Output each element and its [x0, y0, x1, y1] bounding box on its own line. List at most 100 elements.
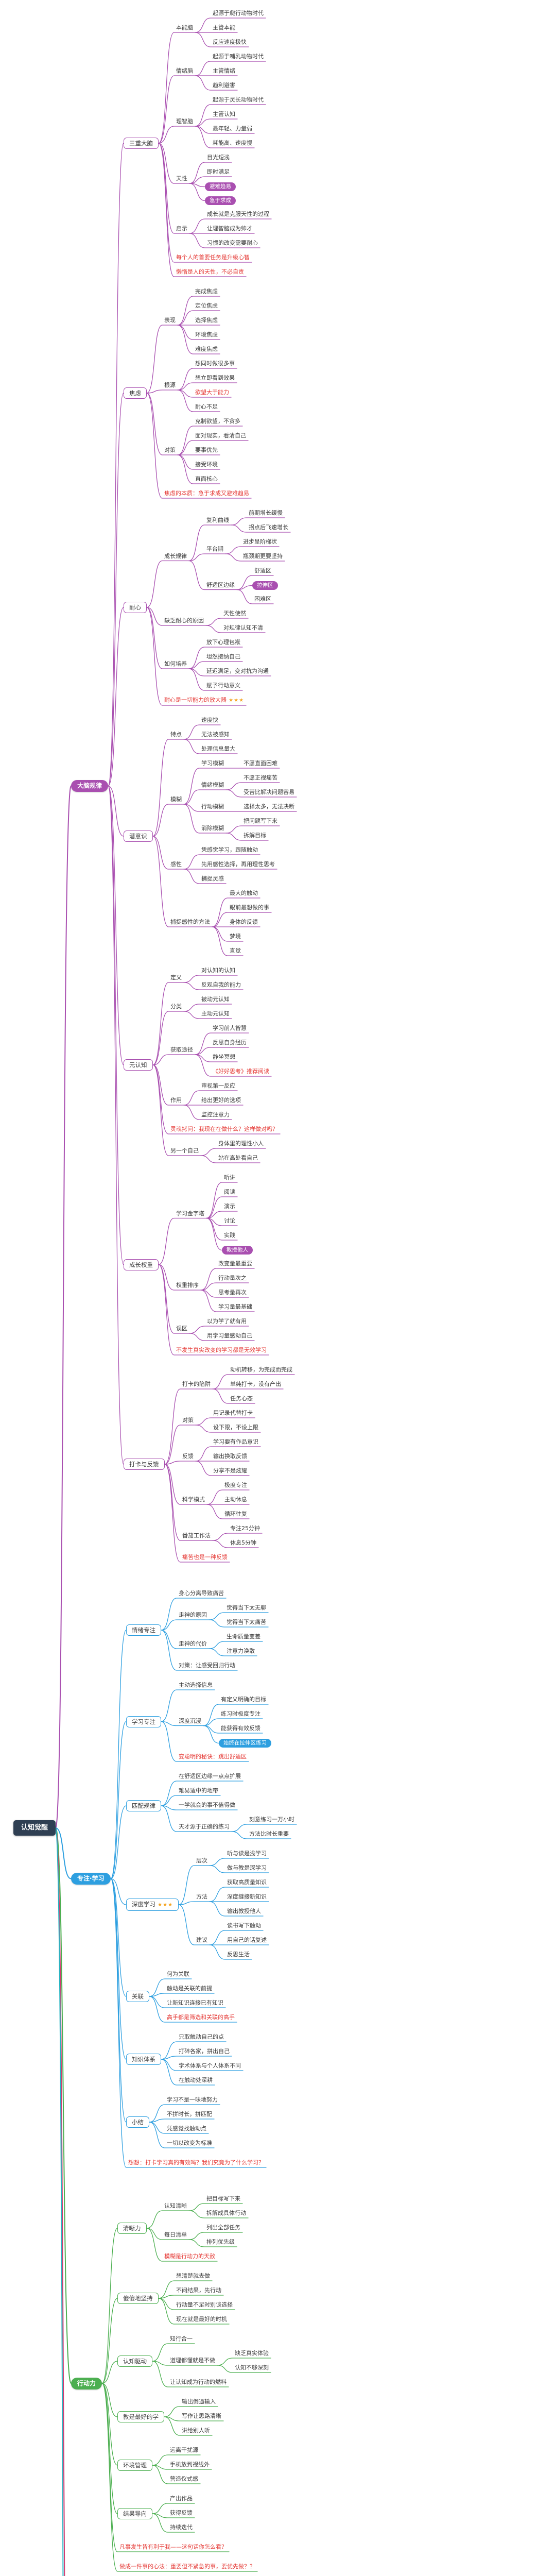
- topic-node[interactable]: 情绪脑: [174, 67, 195, 76]
- topic-node[interactable]: 手机放到视线外: [168, 2461, 212, 2470]
- note-node[interactable]: 懒惰是人的天性，不必自责: [174, 268, 246, 277]
- topic-node[interactable]: 刻意练习一万小时: [247, 1816, 297, 1825]
- topic-node[interactable]: 深度学习 ★★★: [126, 1899, 179, 1911]
- root-node[interactable]: 认知觉醒: [13, 1820, 56, 1836]
- topic-node[interactable]: 现在就是最好的时机: [174, 2315, 229, 2325]
- topic-node[interactable]: 注意力涣散: [224, 1647, 257, 1656]
- topic-node[interactable]: 捕捉灵感: [199, 875, 226, 884]
- topic-node[interactable]: 极度专注: [222, 1481, 249, 1490]
- topic-node[interactable]: 傻傻地坚持: [117, 2293, 159, 2304]
- topic-node[interactable]: 受苦比解决问题容易: [241, 788, 297, 798]
- topic-node[interactable]: 主动休息: [222, 1496, 249, 1505]
- topic-node[interactable]: 输出换取反馈: [211, 1452, 249, 1462]
- topic-node[interactable]: 身心分离导致痛苦: [177, 1589, 226, 1599]
- topic-node[interactable]: 单纯打卡，没有产出: [228, 1380, 283, 1389]
- topic-node[interactable]: 拆解目标: [241, 832, 268, 841]
- topic-node[interactable]: 主动元认知: [199, 1010, 232, 1019]
- topic-node[interactable]: 远离干扰源: [168, 2446, 200, 2455]
- topic-node[interactable]: 困难区: [252, 595, 273, 604]
- topic-node[interactable]: 处理信息量大: [199, 745, 237, 754]
- topic-node[interactable]: 走神的代价: [177, 1640, 209, 1649]
- topic-node[interactable]: 凭感觉学习，跟随触动: [199, 846, 260, 855]
- topic-node[interactable]: 让理智脑成为帅才: [205, 225, 254, 234]
- topic-node[interactable]: 缺乏真实体验: [233, 2349, 271, 2359]
- topic-node[interactable]: 认知清晰: [162, 2202, 189, 2211]
- note-node[interactable]: 灵魂拷问：我现在在做什么？这样做对吗？: [168, 1125, 280, 1134]
- topic-node[interactable]: 产出作品: [168, 2495, 195, 2504]
- topic-node[interactable]: 输出教授他人: [225, 1907, 263, 1917]
- topic-node[interactable]: 匹配规律: [126, 1800, 161, 1812]
- topic-node[interactable]: 教是最好的学: [117, 2411, 164, 2423]
- topic-node[interactable]: 道理都懂就是不做: [168, 2357, 217, 2366]
- topic-node[interactable]: 反应速度极快: [211, 38, 249, 47]
- topic-node[interactable]: 对策：让感受回归行动: [177, 1662, 237, 1671]
- topic-node[interactable]: 学术体系与个人体系不同: [177, 2062, 243, 2071]
- topic-node[interactable]: 不愿直面困难: [241, 759, 280, 769]
- topic-node[interactable]: 成长就是克服天性的过程: [205, 210, 271, 219]
- topic-node[interactable]: 对策: [180, 1416, 196, 1426]
- topic-node[interactable]: 只取触动自己的点: [177, 2033, 226, 2042]
- topic-node[interactable]: 打卡的陷阱: [180, 1380, 213, 1389]
- topic-node[interactable]: 写作让思路清晰: [180, 2412, 223, 2421]
- topic-node[interactable]: 直面核心: [193, 475, 220, 484]
- topic-node[interactable]: 获得反馈: [168, 2509, 195, 2518]
- topic-node[interactable]: 即时满足: [205, 168, 232, 177]
- topic-node[interactable]: 一学就会的事不值得做: [177, 1801, 237, 1810]
- topic-node[interactable]: 作用: [168, 1096, 184, 1106]
- note-node[interactable]: 焦虑的本质：急于求成又避难趋易: [162, 489, 251, 499]
- topic-node[interactable]: 瓶颈期更要坚持: [241, 552, 285, 562]
- topic-node[interactable]: 耐心: [124, 602, 147, 614]
- topic-node[interactable]: 起源于灵长动物时代: [211, 96, 266, 105]
- topic-node[interactable]: 复利曲线: [204, 516, 231, 526]
- topic-node[interactable]: 选择焦虑: [193, 316, 220, 326]
- topic-node[interactable]: 有定义明确的目标: [219, 1696, 268, 1705]
- topic-node[interactable]: 行动量次之: [216, 1274, 249, 1283]
- topic-node[interactable]: 对策: [162, 446, 178, 455]
- topic-node[interactable]: 给出更好的选项: [199, 1096, 243, 1106]
- topic-node[interactable]: 静坐冥想: [211, 1053, 237, 1062]
- topic-node[interactable]: 舒适区边缘: [204, 581, 237, 590]
- topic-node[interactable]: 习惯的改变需要耐心: [205, 239, 260, 248]
- note-node[interactable]: 模糊是行动力的天敌: [162, 2252, 217, 2262]
- topic-node[interactable]: 阅读: [222, 1188, 237, 1197]
- topic-node[interactable]: 不愿正视痛苦: [241, 774, 280, 783]
- topic-node[interactable]: 目光短浅: [205, 154, 232, 163]
- topic-node[interactable]: 耗能高、速度慢: [211, 139, 254, 148]
- note-node[interactable]: 每个人的首要任务是升级心智: [174, 253, 252, 263]
- note-node[interactable]: 痛苦也是一种反馈: [180, 1553, 230, 1563]
- topic-node[interactable]: 潜意识: [124, 831, 153, 842]
- topic-node[interactable]: 情绪模糊: [199, 781, 226, 790]
- topic-node[interactable]: 学习专注: [126, 1716, 161, 1727]
- branch-node[interactable]: 专注·学习: [71, 1873, 111, 1885]
- topic-node[interactable]: 直觉: [228, 947, 243, 956]
- topic-node[interactable]: 站在高处看自己: [216, 1154, 260, 1163]
- topic-node[interactable]: 成长权重: [124, 1259, 159, 1270]
- topic-node[interactable]: 趋利避害: [211, 81, 237, 91]
- topic-node[interactable]: 监控注意力: [199, 1111, 232, 1120]
- topic-node[interactable]: 休息5分钟: [228, 1539, 258, 1548]
- topic-node[interactable]: 特点: [168, 731, 184, 740]
- topic-node[interactable]: 以为学了就有用: [205, 1317, 249, 1327]
- note-node[interactable]: 想想：打卡学习真的有效吗？我们究竟为了什么学习？: [126, 2159, 266, 2168]
- topic-node[interactable]: 天才源于正确的练习: [177, 1823, 232, 1832]
- topic-node[interactable]: 分享不是炫耀: [211, 1467, 249, 1476]
- topic-node[interactable]: 赋予行动意义: [204, 682, 242, 691]
- topic-node[interactable]: 生命质量变差: [224, 1633, 263, 1642]
- topic-node[interactable]: 每日清单: [162, 2231, 189, 2240]
- topic-node[interactable]: 小结: [126, 2116, 149, 2128]
- topic-node[interactable]: 三重大脑: [124, 138, 159, 149]
- topic-node[interactable]: 学习要有作品意识: [211, 1438, 260, 1447]
- note-node[interactable]: 做成一件事的心法：重要但不紧急的事，要优先做？？: [117, 2563, 257, 2572]
- topic-node[interactable]: 行动量不足时别谈选择: [174, 2301, 235, 2310]
- badge-node[interactable]: 教授他人: [222, 1246, 253, 1255]
- topic-node[interactable]: 梦境: [228, 933, 243, 942]
- topic-node[interactable]: 深度沉浸: [177, 1717, 203, 1726]
- topic-node[interactable]: 模糊: [168, 795, 184, 805]
- topic-node[interactable]: 天性: [174, 175, 189, 184]
- topic-node[interactable]: 清晰力: [117, 2223, 147, 2234]
- book-reference-node[interactable]: 《好好思考》推荐阅读: [211, 1067, 271, 1077]
- topic-node[interactable]: 眼前最想做的事: [228, 904, 271, 913]
- topic-node[interactable]: 反馈: [180, 1452, 196, 1462]
- topic-node[interactable]: 反思生活: [225, 1951, 252, 1960]
- topic-node[interactable]: 理智脑: [174, 117, 195, 127]
